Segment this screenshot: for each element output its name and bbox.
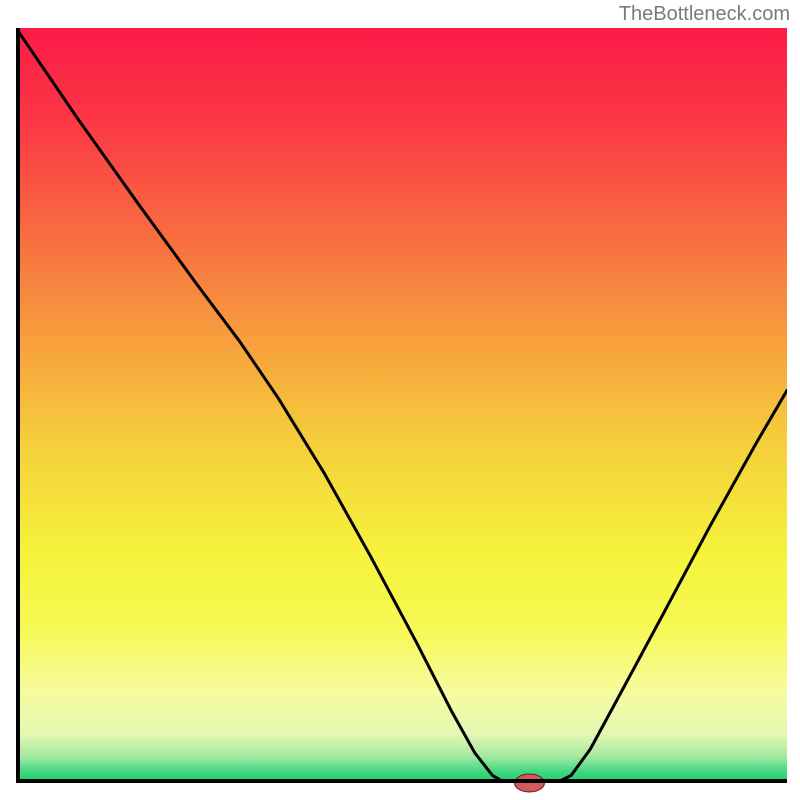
attribution-label: TheBottleneck.com (619, 3, 790, 26)
plot-background (16, 28, 787, 783)
bottleneck-chart (0, 0, 800, 800)
chart-container: TheBottleneck.com (0, 0, 800, 800)
